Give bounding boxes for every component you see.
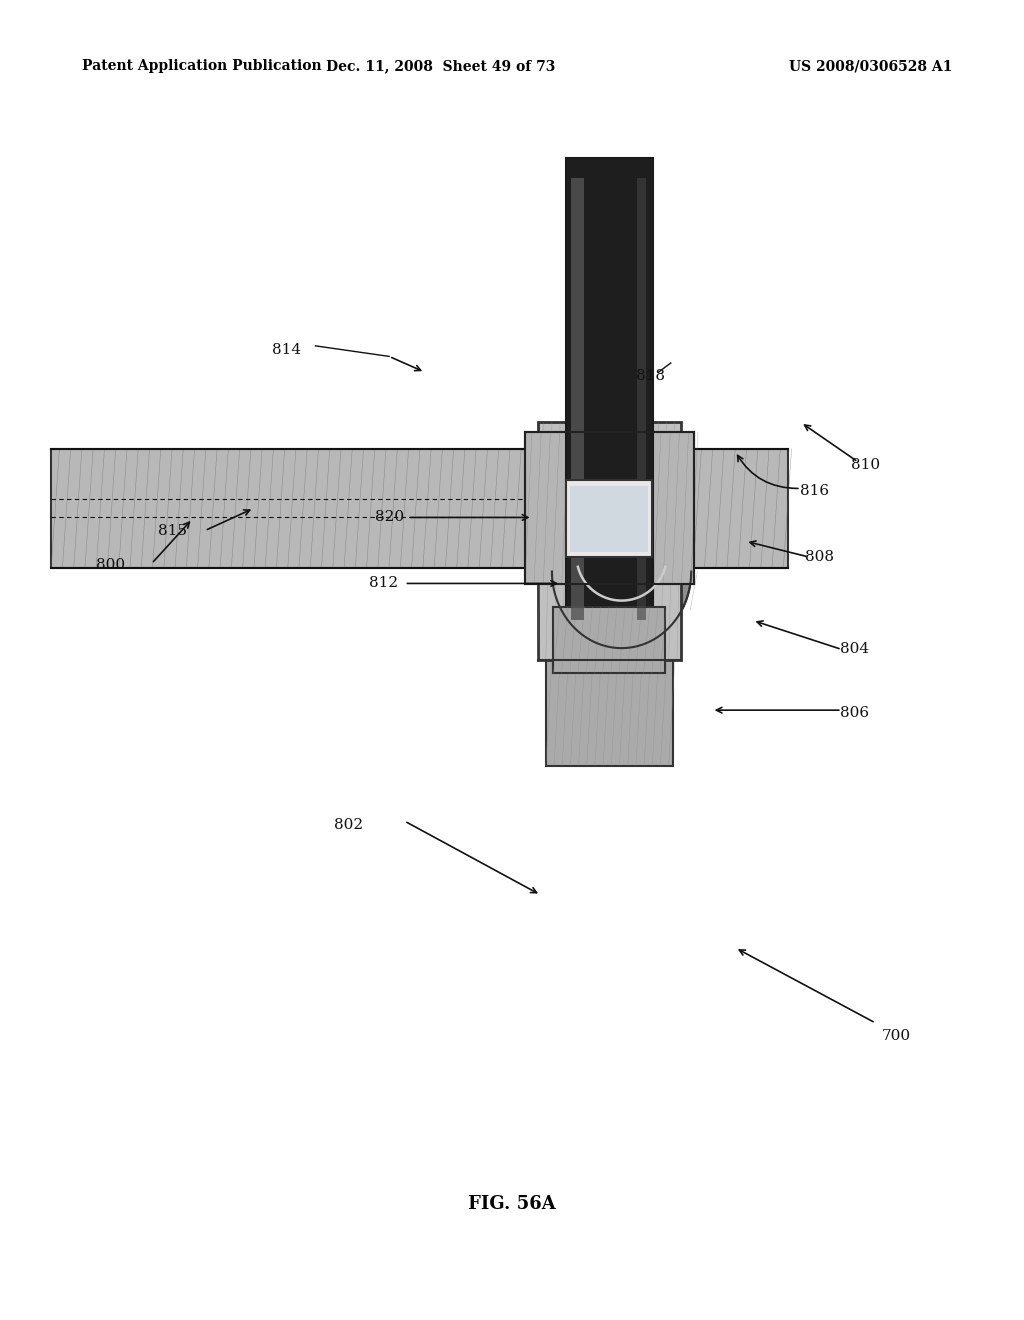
Text: 820: 820 xyxy=(375,511,403,524)
Text: FIG. 56A: FIG. 56A xyxy=(468,1195,556,1213)
Text: Dec. 11, 2008  Sheet 49 of 73: Dec. 11, 2008 Sheet 49 of 73 xyxy=(326,59,555,74)
Text: 804: 804 xyxy=(841,643,869,656)
Bar xyxy=(566,480,652,557)
Bar xyxy=(538,422,681,660)
Text: 815: 815 xyxy=(158,524,186,537)
Bar xyxy=(51,449,788,568)
Text: 810: 810 xyxy=(851,458,880,471)
Text: 808: 808 xyxy=(805,550,834,564)
Text: 812: 812 xyxy=(370,577,398,590)
Bar xyxy=(524,433,694,583)
Bar xyxy=(546,653,673,766)
Text: 814: 814 xyxy=(272,343,301,356)
Text: Patent Application Publication: Patent Application Publication xyxy=(82,59,322,74)
Bar xyxy=(570,486,648,552)
Text: 800: 800 xyxy=(96,558,125,572)
Text: 802: 802 xyxy=(334,818,362,832)
Text: 816: 816 xyxy=(800,484,828,498)
Bar xyxy=(565,158,653,634)
Bar xyxy=(571,178,584,620)
Text: 806: 806 xyxy=(841,706,869,719)
Bar xyxy=(553,607,666,673)
Text: 818: 818 xyxy=(636,370,665,383)
Polygon shape xyxy=(552,572,691,648)
Text: US 2008/0306528 A1: US 2008/0306528 A1 xyxy=(788,59,952,74)
Bar xyxy=(637,178,645,620)
Text: 700: 700 xyxy=(882,1030,910,1043)
